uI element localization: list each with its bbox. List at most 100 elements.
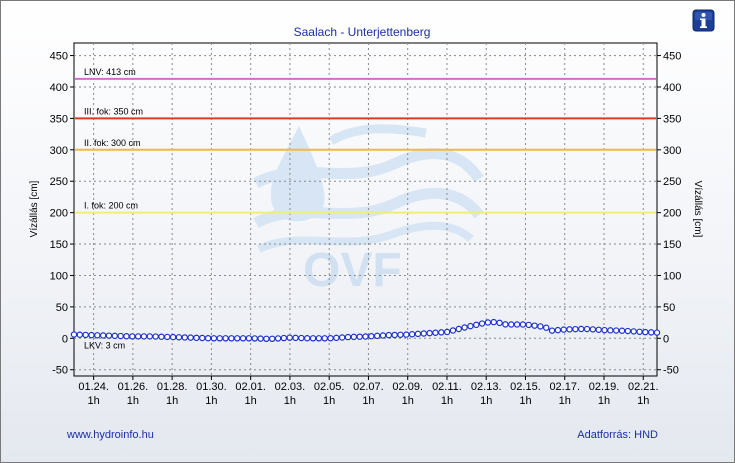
series-point: [76, 331, 84, 338]
series-point: [263, 335, 270, 343]
y-tick-label-left: 150: [50, 239, 68, 251]
x-tick-label-date: 02.21.: [628, 381, 659, 393]
x-tick-label-date: 01.30.: [196, 381, 227, 393]
y-tick-label-right: 450: [663, 51, 681, 63]
series-point: [385, 331, 393, 339]
x-tick-label-date: 02.01.: [235, 381, 266, 393]
reference-line-label: LNV: 413 cm: [84, 67, 136, 77]
series-point: [408, 331, 416, 338]
series-point: [618, 327, 626, 334]
series-point: [199, 334, 206, 342]
x-tick-label-date: 02.17.: [549, 381, 580, 393]
water-level-series: [70, 318, 661, 343]
x-tick-label-hour: 1h: [441, 395, 453, 407]
reference-line-label: LKV: 3 cm: [84, 340, 125, 350]
series-point: [607, 327, 614, 334]
series-point: [274, 335, 282, 342]
y-tick-label-left: 50: [56, 302, 68, 314]
series-point: [478, 320, 486, 327]
y-tick-label-right: 100: [663, 270, 681, 282]
y-tick-label-left: -50: [52, 365, 68, 377]
x-tick-label-date: 01.28.: [157, 381, 188, 393]
x-tick-label-hour: 1h: [598, 395, 610, 407]
series-point: [566, 326, 573, 333]
y-tick-label-left: 100: [50, 270, 68, 282]
x-tick-label-date: 02.09.: [392, 381, 423, 393]
series-point: [636, 328, 643, 335]
x-tick-label-hour: 1h: [166, 395, 178, 407]
y-tick-label-right: 350: [663, 113, 681, 125]
x-tick-label-hour: 1h: [127, 395, 139, 407]
series-point: [490, 318, 497, 326]
x-tick-label-hour: 1h: [480, 395, 492, 407]
series-point: [630, 328, 637, 335]
series-point: [642, 328, 649, 336]
series-point: [595, 326, 602, 333]
series-point: [612, 327, 620, 334]
series-point: [181, 334, 188, 341]
series-point: [82, 331, 89, 339]
y-tick-label-left: 200: [50, 208, 68, 220]
series-point: [443, 328, 451, 336]
series-point: [548, 327, 556, 334]
series-point: [368, 333, 375, 340]
y-tick-label-left: 450: [50, 51, 68, 63]
x-tick-label-hour: 1h: [323, 395, 335, 407]
y-tick-label-right: 0: [663, 333, 669, 345]
series-point: [344, 333, 352, 341]
series-point: [397, 331, 404, 338]
series-point: [88, 331, 95, 339]
series-point: [193, 334, 200, 342]
series-point: [624, 327, 632, 335]
y-tick-label-left: 300: [50, 145, 68, 157]
series-point: [432, 329, 439, 336]
series-point: [117, 332, 124, 340]
source-link[interactable]: www.hydroinfo.hu: [66, 429, 154, 441]
series-point: [426, 329, 433, 337]
x-tick-label-hour: 1h: [402, 395, 414, 407]
series-point: [502, 321, 509, 328]
data-source-text: Adatforrás: HND: [577, 429, 658, 441]
series-point: [350, 333, 358, 341]
x-tick-label-hour: 1h: [205, 395, 217, 407]
series-point: [338, 334, 346, 341]
x-tick-label-hour: 1h: [362, 395, 374, 407]
series-point: [315, 335, 323, 342]
reference-line-label: II. fok: 300 cm: [84, 138, 141, 148]
x-tick-label-hour: 1h: [88, 395, 100, 407]
series-point: [508, 321, 515, 328]
y-axis-label-left: Vízállás [cm]: [29, 180, 40, 237]
series-point: [204, 334, 212, 342]
info-icon[interactable]: [692, 9, 715, 32]
series-point: [175, 334, 183, 341]
reference-line-label: I. fok: 200 cm: [84, 201, 138, 211]
chart-title: Saalach - Unterjettenberg: [294, 25, 431, 39]
series-point: [94, 332, 101, 339]
x-tick-label-hour: 1h: [519, 395, 531, 407]
x-tick-label-hour: 1h: [284, 395, 296, 407]
series-point: [473, 321, 480, 329]
series-point: [420, 330, 427, 337]
series-point: [257, 335, 264, 342]
watermark-text: OVF: [303, 244, 402, 297]
series-point: [519, 321, 527, 328]
series-point: [513, 321, 521, 328]
series-point: [239, 335, 247, 342]
series-point: [210, 335, 218, 342]
y-tick-label-right: 400: [663, 82, 681, 94]
series-point: [216, 335, 223, 342]
series-point: [134, 333, 142, 340]
series-point: [438, 329, 445, 336]
x-tick-label-date: 02.13.: [471, 381, 502, 393]
series-point: [560, 326, 567, 333]
y-tick-label-right: 300: [663, 145, 681, 157]
series-point: [578, 325, 585, 333]
series-point: [333, 334, 340, 342]
y-tick-label-left: 350: [50, 113, 68, 125]
series-point: [543, 324, 550, 331]
series-point: [379, 332, 387, 339]
x-tick-label-date: 02.15.: [510, 381, 541, 393]
series-point: [123, 333, 130, 340]
